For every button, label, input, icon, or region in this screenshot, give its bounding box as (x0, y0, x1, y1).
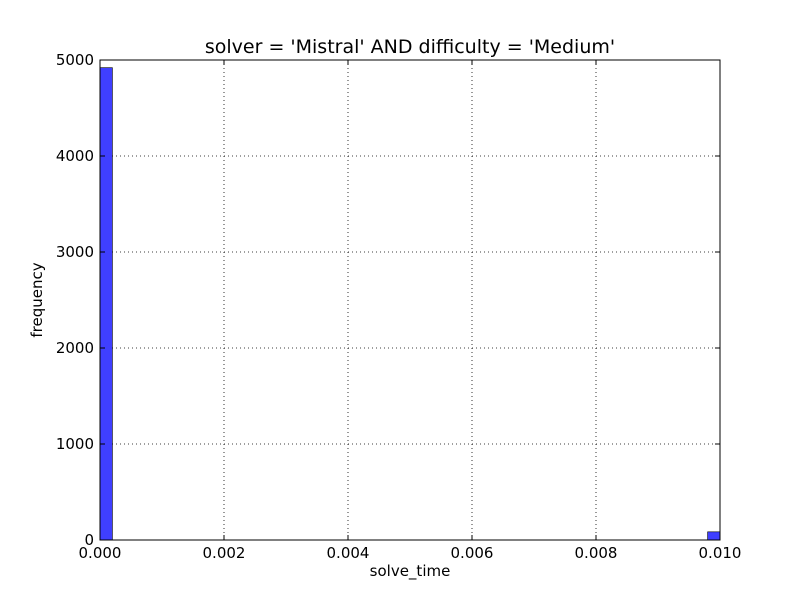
grid-layer (99, 59, 721, 541)
histogram-bar (707, 531, 721, 541)
x-axis-label: solve_time (370, 562, 451, 581)
x-tick-label: 0.004 (327, 544, 370, 562)
x-tick-label: 0.000 (79, 544, 122, 562)
y-tick-label: 1000 (56, 435, 94, 453)
y-axis-label: frequency (28, 262, 46, 337)
bars-layer (99, 67, 721, 541)
x-tick-label: 0.002 (203, 544, 246, 562)
y-tick-label: 3000 (56, 243, 94, 261)
plot-frame (99, 59, 721, 541)
y-tick-label: 2000 (56, 339, 94, 357)
x-tick-label: 0.008 (575, 544, 618, 562)
chart-title: solver = 'Mistral' AND difficulty = 'Med… (205, 36, 615, 58)
x-tick-label: 0.010 (699, 544, 742, 562)
histogram-bar (99, 67, 113, 541)
x-tick-label: 0.006 (451, 544, 494, 562)
y-tick-label: 4000 (56, 147, 94, 165)
ticks-layer: 0.000 0.002 0.004 0.006 0.008 0.010 0 1000 2000 3… (56, 51, 742, 562)
y-tick-label: 5000 (56, 51, 94, 69)
y-tick-label: 0 (84, 531, 94, 549)
